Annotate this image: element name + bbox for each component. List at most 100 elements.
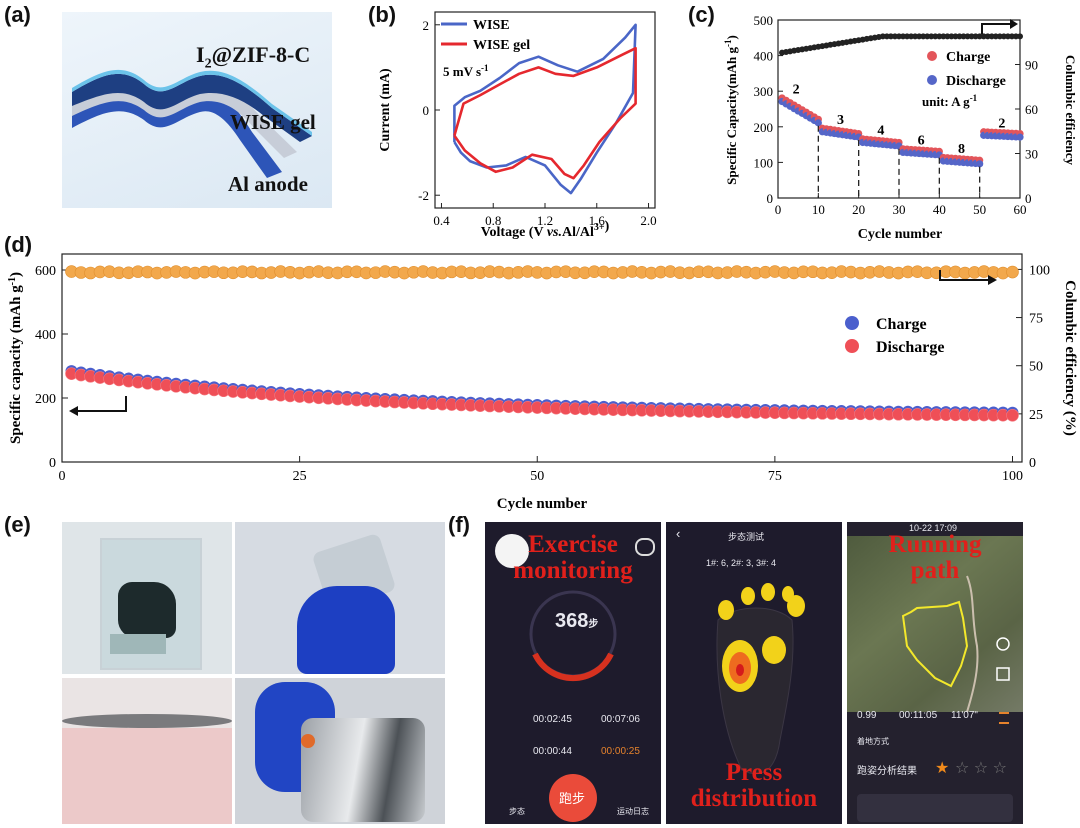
star-empty-icon: ☆ ☆ ☆ (955, 760, 1007, 777)
chart-b-legend-gel: WISE gel (473, 38, 530, 53)
star-icon: ★ (935, 760, 950, 777)
al-anode-layer (72, 91, 282, 178)
panel-label-f: (f) (448, 512, 470, 537)
caption-press: Press distribution (690, 759, 818, 813)
chart-b-ytick-label: 0 (423, 103, 430, 118)
chart-d-ylabel: Specific capacity (mAh g-1) (7, 272, 24, 444)
back-icon[interactable]: ‹ (676, 526, 681, 541)
chart-c-y2tick-label: 90 (1025, 58, 1038, 73)
chart-d-cap-arrow (78, 396, 127, 412)
chart-c-y2tick-label: 0 (1025, 191, 1032, 206)
chart-c-y2label: Columbic efficiency (1063, 55, 1078, 166)
chart-b-legend-wise: WISE (473, 18, 510, 33)
stat-pace: 11'07" (951, 710, 978, 721)
step-count: 368步 (555, 610, 599, 632)
phone-press-distribution: ‹ 步态测试 1#: 6, 2#: 3, 3#: 4 Press distribu… (666, 522, 842, 824)
phone-running-path: 10-22 17:09 0.99 00:11:05 11'07" 着地方式 跑姿… (847, 522, 1023, 824)
map-view[interactable] (847, 536, 1023, 712)
chart-c-legend-discharge: Discharge (946, 74, 1006, 89)
panel-label-b: (b) (368, 2, 397, 27)
chart-c-xtick-label: 60 (1014, 202, 1027, 217)
chart-b-series-wise-gel (453, 46, 637, 180)
time-2: 00:07:06 (601, 714, 640, 725)
chart-c-xtick-label: 10 (812, 202, 825, 217)
chart-c-rate-label: 6 (918, 134, 925, 149)
chart-d-frame (61, 253, 1023, 463)
chart-b-annotation: 5 mV s-1 (443, 63, 489, 79)
chart-c-xtick-label: 40 (933, 202, 946, 217)
chart-c-ytick-label: 300 (754, 84, 774, 99)
chart-c-xtick-label: 50 (973, 202, 986, 217)
menu-icon[interactable] (999, 712, 1009, 724)
chat-icon[interactable] (635, 538, 655, 556)
chart-c-ylabel: Specific Capacity(mAh g-1) (723, 35, 739, 185)
chart-d-ce-point (1006, 265, 1019, 279)
chart-d: 0 25 50 75 100 0 200 400 600 0 25 50 75 100 Specific … (7, 253, 1078, 512)
zif-layer (72, 73, 312, 142)
chart-c-xlabel: Cycle number (858, 227, 942, 242)
chart-d-xlabel: Cycle number (497, 496, 588, 512)
chart-b-xtick-label: 0.4 (433, 213, 450, 228)
chart-c-ytick-label: 400 (754, 49, 774, 64)
running-route (901, 575, 1010, 712)
chart-c-legend-unit: unit: A g-1 (922, 93, 978, 109)
chart-d-legend-discharge: Discharge (876, 339, 944, 356)
sensor-counts: 1#: 6, 2#: 3, 3#: 4 (706, 558, 777, 568)
chart-d-xtick-label: 25 (293, 469, 307, 484)
status-time: 10-22 17:09 (909, 523, 958, 533)
chart-c-rate-label: 8 (958, 142, 965, 157)
panel-label-c: (c) (688, 2, 715, 27)
chart-d-ytick-label: 200 (35, 392, 56, 407)
gait-test-title: 步态测试 (728, 532, 765, 542)
time-1: 00:02:45 (533, 714, 572, 725)
panel-label-a: (a) (4, 2, 31, 27)
chart-d-discharge-point (1006, 408, 1019, 422)
chart-c-ce-arrow (981, 23, 1010, 34)
al-anode-label: Al anode (228, 172, 308, 196)
caption-exercise: Exercise monitoring (513, 531, 633, 585)
chart-c-xtick-label: 30 (893, 202, 906, 217)
chart-c-y2tick-label: 30 (1025, 147, 1038, 162)
time-3: 00:00:44 (533, 746, 572, 757)
chart-d-y2tick-label: 50 (1029, 360, 1043, 375)
photo-rolled-foil (235, 678, 445, 824)
result-card[interactable] (857, 794, 1013, 822)
chart-c-ytick-label: 200 (754, 120, 774, 135)
photo-bent-film (235, 522, 445, 674)
chart-b-ylabel: Current (mA) (378, 68, 393, 152)
phone-exercise-monitoring: 368步 00:02:45 00:07:06 00:00:44 00:00:25… (485, 522, 661, 824)
chart-b-ytick-label: -2 (418, 188, 429, 203)
chart-c-xtick-label: 20 (852, 202, 865, 217)
photo-pouch-cell (62, 522, 232, 674)
foot-pressure-map (716, 583, 805, 775)
chart-d-xtick-label: 100 (1002, 469, 1023, 484)
wise-gel-label: WISE gel (230, 110, 316, 134)
chart-b-xtick-label: 1.6 (589, 213, 606, 228)
chart-c-ce-point (1017, 33, 1023, 40)
chart-d-y2tick-label: 0 (1029, 456, 1036, 471)
chart-c-discharge-point (1016, 133, 1024, 141)
panel-label-e: (e) (4, 512, 31, 537)
tab-gait[interactable]: 步态 (509, 807, 525, 816)
chart-c-legend-charge: Charge (946, 50, 990, 65)
chart-b-series-wise (453, 23, 637, 195)
run-button[interactable] (549, 774, 597, 822)
chart-c-y2tick-label: 60 (1025, 102, 1038, 117)
chart-c-rate-label: 2 (793, 83, 800, 98)
chart-b: 0.4 0.8 1.2 1.6 2.0 -2 0 2 Current (mA) Voltage… (378, 11, 657, 240)
caption-running: Running path (888, 531, 982, 585)
stat-distance: 0.99 (857, 710, 877, 721)
tab-log[interactable]: 运动日志 (617, 807, 649, 816)
zif-label: I2@ZIF-8-C (196, 42, 311, 72)
stat-duration: 00:11:05 (899, 710, 938, 721)
chart-c-discharge-point (814, 119, 822, 127)
chart-b-ytick-label: 2 (423, 18, 430, 33)
chart-d-xtick-label: 50 (530, 469, 544, 484)
chart-c-rate-label: 4 (877, 124, 884, 139)
chart-b-xtick-label: 2.0 (640, 213, 656, 228)
chart-b-xlabel: Voltage (V vs.Al/Al3+) (481, 219, 610, 240)
chart-c-ytick-label: 0 (767, 191, 774, 206)
chart-c-xtick-label: 0 (775, 202, 782, 217)
chart-d-y2tick-label: 25 (1029, 408, 1043, 423)
